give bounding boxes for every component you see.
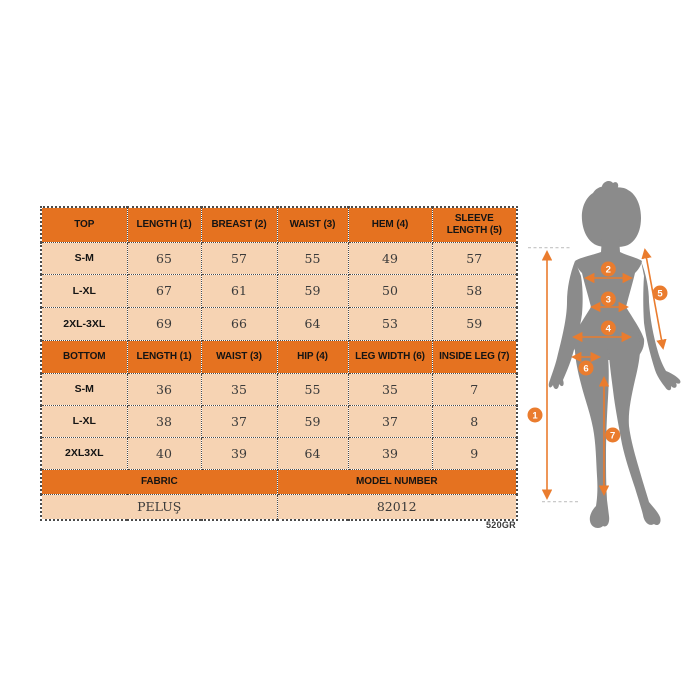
marker-circle-4: 4: [600, 320, 616, 336]
footer-value-row: PELUŞ 82012: [40, 493, 518, 521]
value-cell: 50: [347, 273, 433, 308]
table-row: L-XL 67 61 59 50 58: [40, 273, 518, 308]
right-leg-shape: [609, 332, 661, 526]
table-row: L-XL 38 37 59 37 8: [40, 404, 518, 438]
marker-circle-3: 3: [600, 291, 616, 307]
fabric-header-cell: FABRIC: [40, 468, 278, 495]
value-cell: 61: [200, 273, 278, 308]
size-label: L-XL: [40, 273, 128, 308]
size-label: S-M: [40, 372, 128, 406]
table-row: S-M 36 35 55 35 7: [40, 372, 518, 406]
value-cell: 37: [200, 404, 278, 438]
left-arm-shape: [548, 261, 583, 390]
table-row: 2XL3XL 40 39 64 39 9: [40, 436, 518, 470]
value-cell: 37: [347, 404, 433, 438]
header-cell: BREAST (2): [200, 206, 278, 243]
header-cell: SLEEVE LENGTH (5): [431, 206, 518, 243]
svg-text:4: 4: [606, 323, 612, 334]
svg-text:6: 6: [583, 363, 588, 374]
value-cell: 58: [431, 273, 518, 308]
footer-header-row: FABRIC MODEL NUMBER: [40, 468, 518, 495]
size-label: L-XL: [40, 404, 128, 438]
hair-tuft: [601, 180, 619, 190]
table-row: S-M 65 57 55 49 57: [40, 241, 518, 275]
measurement-figure: 1 2 3 4 5: [525, 160, 700, 545]
value-cell: 38: [126, 404, 202, 438]
weight-note: 520GR: [485, 520, 516, 530]
header-cell: LENGTH (1): [126, 339, 202, 374]
value-cell: 35: [200, 372, 278, 406]
value-cell: 49: [347, 241, 433, 275]
header-cell: WAIST (3): [200, 339, 278, 374]
header-cell: HIP (4): [276, 339, 349, 374]
marker-circle-2: 2: [600, 261, 616, 277]
value-cell: 57: [431, 241, 518, 275]
header-cell: WAIST (3): [276, 206, 349, 243]
size-table: TOP LENGTH (1) BREAST (2) WAIST (3) HEM …: [40, 206, 518, 521]
value-cell: 59: [276, 404, 349, 438]
value-cell: 8: [431, 404, 518, 438]
model-number-value-cell: 82012: [276, 493, 518, 521]
value-cell: 55: [276, 241, 349, 275]
svg-text:7: 7: [610, 430, 615, 441]
value-cell: 57: [200, 241, 278, 275]
value-cell: 65: [126, 241, 202, 275]
value-cell: 40: [126, 436, 202, 470]
header-cell: BOTTOM: [40, 339, 128, 374]
size-label: 2XL-3XL: [40, 306, 128, 341]
measure-arrow-sleeve-5: [641, 248, 667, 350]
value-cell: 64: [276, 306, 349, 341]
measure-arrows: [541, 248, 667, 500]
marker-circle-6: 6: [578, 360, 594, 376]
fabric-value-cell: PELUŞ: [40, 493, 278, 521]
size-label: 2XL3XL: [40, 436, 128, 470]
measure-markers: 1 2 3 4 5: [527, 261, 668, 443]
value-cell: 9: [431, 436, 518, 470]
svg-text:3: 3: [606, 294, 611, 305]
value-cell: 35: [347, 372, 433, 406]
value-cell: 59: [431, 306, 518, 341]
marker-circle-5: 5: [652, 285, 668, 301]
marker-circle-7: 7: [605, 427, 621, 443]
bottom-header-row: BOTTOM LENGTH (1) WAIST (3) HIP (4) LEG …: [40, 339, 518, 374]
right-arm-shape: [641, 261, 681, 391]
header-cell: LENGTH (1): [126, 206, 202, 243]
body-silhouette-diagram: 1 2 3 4 5: [527, 180, 681, 529]
value-cell: 55: [276, 372, 349, 406]
header-cell: HEM (4): [347, 206, 433, 243]
head-shape: [581, 186, 641, 248]
value-cell: 36: [126, 372, 202, 406]
value-cell: 69: [126, 306, 202, 341]
svg-text:2: 2: [606, 264, 611, 275]
header-cell: INSIDE LEG (7): [431, 339, 518, 374]
top-header-row: TOP LENGTH (1) BREAST (2) WAIST (3) HEM …: [40, 206, 518, 243]
svg-text:1: 1: [532, 410, 538, 421]
svg-text:5: 5: [657, 288, 663, 299]
value-cell: 67: [126, 273, 202, 308]
value-cell: 39: [347, 436, 433, 470]
header-cell: TOP: [40, 206, 128, 243]
value-cell: 59: [276, 273, 349, 308]
woman-silhouette: [548, 180, 681, 529]
value-cell: 39: [200, 436, 278, 470]
value-cell: 66: [200, 306, 278, 341]
model-number-header-cell: MODEL NUMBER: [276, 468, 518, 495]
value-cell: 64: [276, 436, 349, 470]
table-row: 2XL-3XL 69 66 64 53 59: [40, 306, 518, 341]
marker-circle-1: 1: [527, 407, 543, 423]
value-cell: 7: [431, 372, 518, 406]
value-cell: 53: [347, 306, 433, 341]
size-label: S-M: [40, 241, 128, 275]
header-cell: LEG WIDTH (6): [347, 339, 433, 374]
